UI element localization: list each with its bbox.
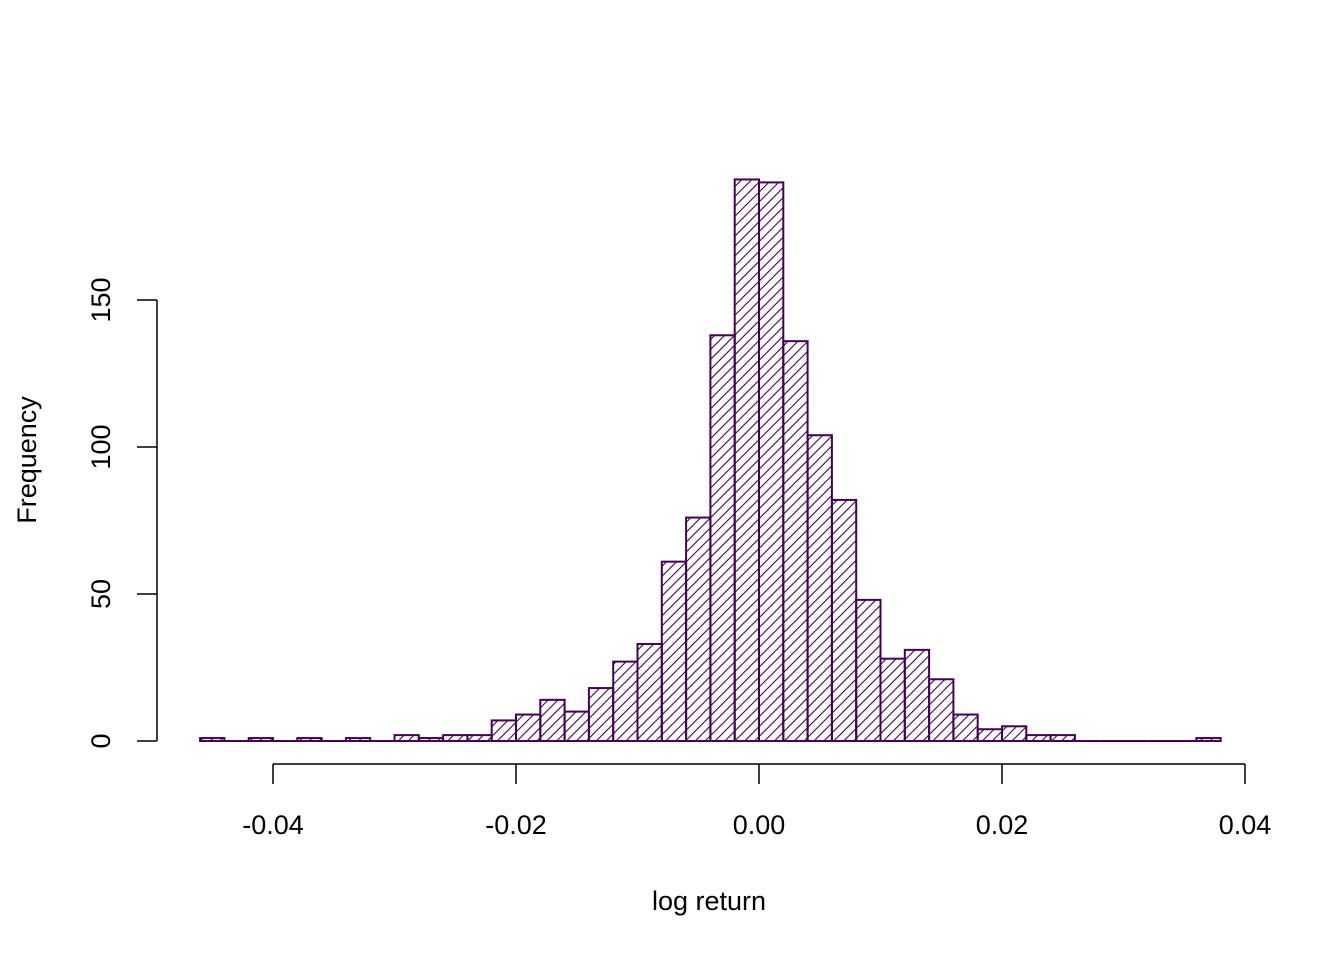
bar	[563, 710, 590, 742]
bar	[709, 334, 736, 742]
bar	[952, 713, 979, 742]
bar	[296, 737, 323, 742]
bar	[903, 648, 931, 742]
x-tick-label: -0.04	[242, 810, 304, 840]
x-tick-label: 0.04	[1219, 810, 1272, 840]
bar	[393, 734, 420, 742]
bar	[490, 719, 518, 742]
x-tick-label: 0.00	[733, 810, 786, 840]
bar	[1001, 725, 1028, 742]
x-tick-label: 0.02	[976, 810, 1029, 840]
bar	[612, 660, 639, 742]
x-tick-label: -0.02	[485, 810, 547, 840]
bar	[466, 734, 493, 742]
x-axis-label: log return	[652, 886, 766, 916]
bar	[1195, 737, 1222, 742]
bar	[587, 687, 615, 743]
bar	[830, 498, 858, 743]
bar	[1025, 734, 1052, 742]
bar	[417, 737, 445, 742]
bar	[539, 698, 566, 743]
y-tick-label: 0	[86, 733, 116, 748]
bar	[660, 560, 688, 742]
y-tick-label: 150	[86, 277, 116, 322]
bar	[685, 516, 712, 742]
bar	[344, 737, 372, 742]
y-tick-label: 50	[86, 579, 116, 609]
bar	[879, 657, 906, 742]
bar	[782, 340, 809, 742]
bar	[806, 434, 833, 742]
bar	[442, 734, 469, 742]
bar	[199, 737, 226, 742]
bar	[758, 181, 785, 742]
bar	[928, 678, 955, 743]
bar	[636, 642, 663, 742]
bar	[515, 713, 542, 742]
bar	[976, 728, 1004, 742]
bar	[1049, 734, 1076, 742]
bar	[247, 737, 274, 742]
bar	[855, 598, 882, 742]
bar	[733, 178, 761, 742]
y-tick-label: 100	[86, 424, 116, 469]
y-axis-label: Frequency	[12, 396, 42, 524]
